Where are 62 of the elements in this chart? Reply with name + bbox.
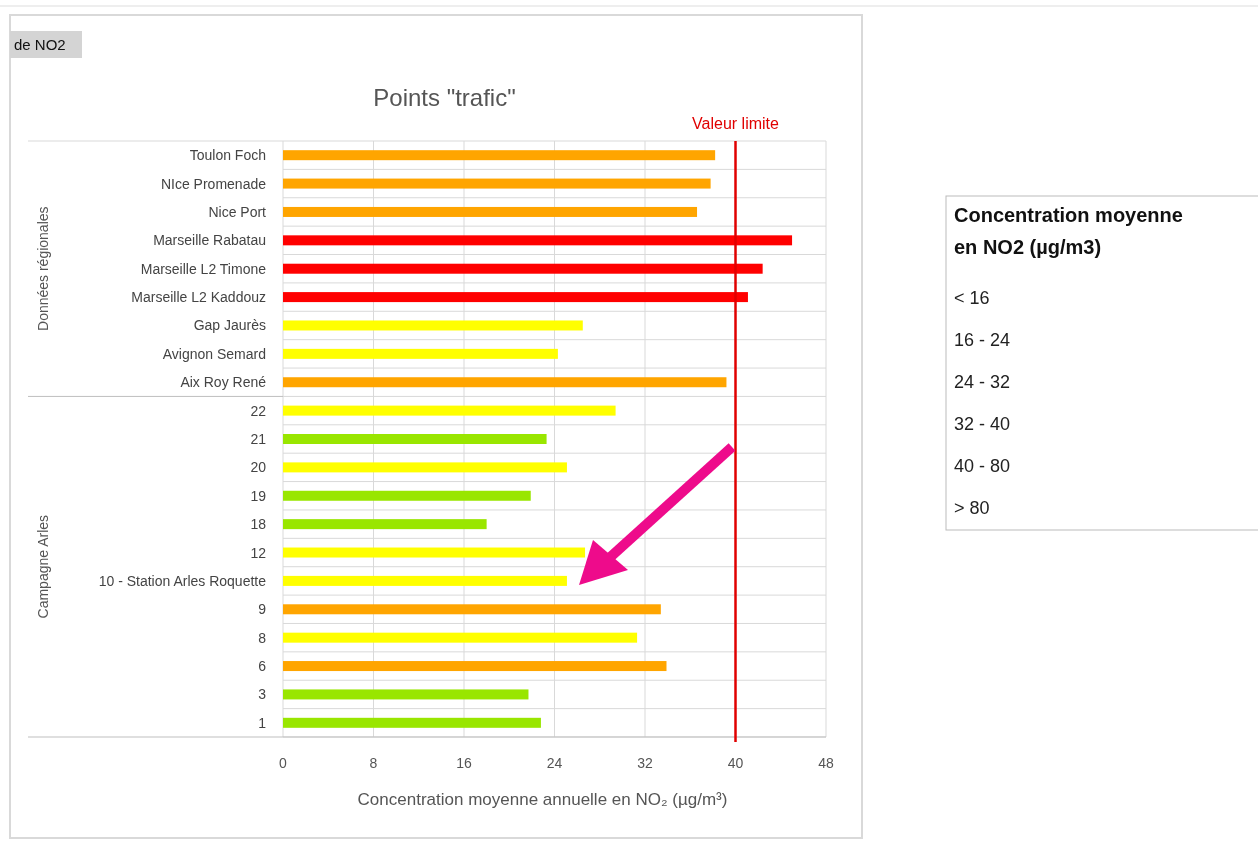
bar [283, 519, 487, 530]
x-tick-label: 48 [818, 755, 834, 771]
bar [283, 235, 793, 246]
bar [283, 632, 638, 643]
bar [283, 661, 667, 672]
text: Campagne Arles [35, 514, 51, 619]
y-tick-label: 12 [250, 544, 267, 561]
bar [283, 717, 541, 728]
text: Concentration moyenne en NO2 (µg/m3) [954, 204, 1183, 258]
text: 32 - 40 [954, 414, 1011, 434]
x-axis-title: Concentration moyenne annuelle en NO₂ (µg/m³) [357, 790, 728, 809]
x-tick-label: 16 [456, 755, 472, 771]
y-tick-label: 6 [258, 658, 267, 675]
y-tick-label: Avignon Semard [162, 345, 266, 362]
text: de NO2 [14, 36, 66, 53]
text: 24 - 32 [954, 372, 1011, 392]
y-tick-label: 8 [258, 629, 267, 646]
bar [283, 377, 727, 388]
bar [283, 575, 567, 586]
bar [283, 150, 716, 161]
x-tick-label: 8 [369, 755, 378, 771]
y-tick-label: NIce Promenade [160, 175, 267, 192]
y-tick-label: Toulon Foch [189, 147, 266, 164]
bar [283, 263, 763, 274]
y-tick-label: 18 [250, 516, 267, 533]
y-tick-label: Nice Port [208, 203, 267, 220]
y-tick-label: Gap Jaurès [193, 317, 266, 334]
text: 40 - 80 [954, 456, 1011, 476]
bar [283, 178, 711, 189]
text: Données régionales [35, 206, 51, 331]
ref-line-label: Valeur limite [692, 115, 780, 132]
x-tick-label: 32 [637, 755, 653, 771]
text: > 80 [954, 498, 990, 518]
y-tick-label: Marseille Rabatau [153, 232, 266, 249]
bar [283, 434, 547, 444]
y-tick-label: 9 [258, 601, 267, 618]
chart-title: Points "trafic" [373, 84, 516, 111]
y-tick-label: 20 [250, 459, 267, 476]
text: < 16 [954, 288, 990, 308]
y-tick-label: 3 [258, 686, 267, 703]
bar [283, 490, 531, 501]
x-tick-label: 40 [727, 755, 744, 771]
y-tick-label: 22 [250, 402, 267, 419]
y-tick-label: Marseille L2 Kaddouz [131, 289, 266, 306]
y-tick-label: 10 - Station Arles Roquette [98, 572, 267, 589]
bar [283, 348, 558, 359]
text: 16 - 24 [954, 330, 1011, 350]
x-tick-label: 24 [546, 755, 563, 771]
y-tick-label: Marseille L2 Timone [140, 260, 267, 277]
bar [283, 689, 529, 700]
bar [283, 604, 661, 615]
bar [283, 206, 698, 217]
bar [283, 547, 586, 558]
bar [283, 320, 583, 331]
x-tick-label: 0 [279, 755, 288, 771]
y-tick-label: 19 [250, 487, 267, 504]
bar [283, 462, 567, 473]
y-tick-label: 1 [258, 714, 267, 731]
bar [283, 405, 616, 416]
y-tick-label: 21 [250, 431, 267, 447]
y-tick-label: Aix Roy René [180, 374, 267, 391]
bar [283, 292, 748, 303]
